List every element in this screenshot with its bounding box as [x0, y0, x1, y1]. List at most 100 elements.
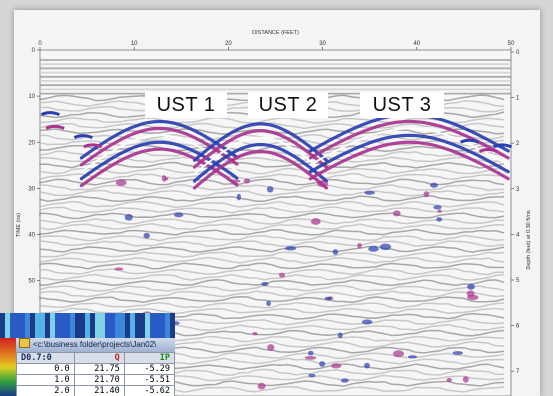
target-hyperbola-2	[192, 129, 328, 169]
right-tick-label: 7	[516, 369, 520, 375]
column-header[interactable]: IP	[123, 352, 175, 364]
reflection-line	[39, 116, 505, 124]
anomaly-blob	[357, 242, 362, 249]
column-header[interactable]: D0.7:0	[16, 352, 75, 364]
anomaly-blob	[257, 382, 266, 390]
anomaly-blob	[332, 249, 339, 255]
reflection-line	[39, 212, 505, 220]
anomaly-blob	[437, 209, 442, 213]
edge-reflection	[45, 124, 65, 130]
edge-reflection	[459, 138, 480, 144]
right-tick-label: 6	[516, 324, 520, 330]
heat-cell	[15, 313, 21, 339]
anomaly-blob	[337, 332, 343, 339]
table-row[interactable]: 1.0 21.70 -5.51	[16, 374, 175, 386]
reflection-line	[39, 273, 505, 281]
heat-cell	[55, 313, 61, 339]
reflection-line	[39, 206, 505, 214]
anomaly-blob	[364, 362, 370, 369]
heat-cell	[50, 313, 56, 339]
data-grid[interactable]: D0.7:0 Q IP 0.0 21.75 -5.29 1.0 21.70 -5…	[16, 352, 175, 396]
heat-cell	[150, 313, 156, 339]
anomaly-blob	[364, 190, 375, 195]
heat-cell	[120, 313, 126, 339]
anomaly-blob	[266, 186, 274, 193]
anomaly-blob	[423, 191, 430, 198]
ust-1-label: UST 1	[145, 92, 227, 118]
reflection-line	[39, 139, 505, 147]
anomaly-blob	[243, 178, 251, 184]
table-cell[interactable]: 21.40	[73, 385, 125, 396]
reflection-line	[39, 284, 505, 292]
heat-cell	[135, 313, 141, 339]
reflection-line	[39, 144, 505, 152]
target-hyperbola-2	[193, 136, 328, 175]
anomaly-blob	[319, 361, 326, 367]
reflection-line	[39, 251, 505, 259]
heat-cell	[165, 313, 171, 339]
right-tick-label: 1	[516, 96, 520, 102]
edge-reflection	[478, 147, 499, 153]
x-tick-label: 50	[508, 41, 515, 47]
anomaly-blob	[430, 182, 438, 188]
heat-cell	[5, 313, 11, 339]
table-cell[interactable]: 21.75	[73, 363, 125, 375]
right-tick-label: 0	[516, 50, 520, 56]
target-hyperbola-3	[308, 140, 510, 181]
table-cell[interactable]: -5.62	[123, 385, 175, 396]
edge-reflection	[83, 143, 103, 149]
heat-cell	[95, 313, 101, 339]
heat-cell	[70, 313, 76, 339]
anomaly-blob	[267, 344, 275, 351]
heat-cell	[155, 313, 161, 339]
anomaly-blob	[124, 214, 133, 221]
table-cell[interactable]: -5.51	[123, 374, 175, 386]
edge-reflection	[40, 111, 60, 116]
color-scale-strip	[0, 338, 16, 396]
right-tick-label: 5	[516, 278, 520, 284]
reflection-line	[39, 239, 505, 248]
table-cell[interactable]: 21.70	[73, 374, 125, 386]
ust-3-label: UST 3	[360, 92, 444, 118]
heat-cell	[115, 313, 121, 339]
right-tick-label: 4	[516, 232, 520, 238]
table-row[interactable]: 2.0 21.40 -5.62	[16, 385, 175, 396]
heat-cell	[170, 313, 175, 339]
table-row[interactable]: 0.0 21.75 -5.29	[16, 363, 175, 375]
anomaly-blob	[379, 243, 392, 250]
heat-cell	[60, 313, 66, 339]
anomaly-blob	[308, 373, 316, 378]
heat-cell	[75, 313, 81, 339]
heat-cell	[90, 313, 96, 339]
window-title: <c:\business folder\projects\Jan02\	[33, 340, 157, 349]
target-hyperbola-1	[79, 119, 239, 160]
heat-cell	[100, 313, 106, 339]
x-tick-label: 10	[131, 41, 138, 47]
reflection-line	[39, 262, 505, 270]
reflection-line	[39, 296, 505, 303]
heat-cell	[10, 313, 16, 339]
window-titlebar[interactable]: <c:\business folder\projects\Jan02\	[16, 338, 175, 352]
anomaly-blob	[174, 212, 184, 218]
table-cell[interactable]: 2.0	[16, 385, 75, 396]
anomaly-blob	[331, 363, 342, 369]
table-cell[interactable]: 1.0	[16, 374, 75, 386]
left-axis-title: TIME (ns)	[16, 213, 22, 237]
table-cell[interactable]: -5.29	[123, 363, 175, 375]
folder-icon	[19, 338, 30, 348]
anomaly-blob	[229, 179, 241, 183]
table-cell[interactable]: 0.0	[16, 363, 75, 375]
anomaly-blob	[446, 377, 452, 383]
x-tick-label: 40	[413, 41, 420, 47]
anomaly-blob	[252, 332, 258, 336]
heat-cell	[40, 313, 46, 339]
reflection-line	[39, 234, 505, 242]
reflection-line	[39, 218, 505, 225]
reflection-line	[39, 268, 504, 276]
reflection-line	[39, 290, 505, 298]
heat-cell	[145, 313, 151, 339]
edge-reflection	[73, 134, 93, 140]
column-header[interactable]: Q	[73, 352, 125, 364]
anomaly-blob	[310, 218, 321, 225]
x-tick-label: 0	[38, 41, 42, 47]
